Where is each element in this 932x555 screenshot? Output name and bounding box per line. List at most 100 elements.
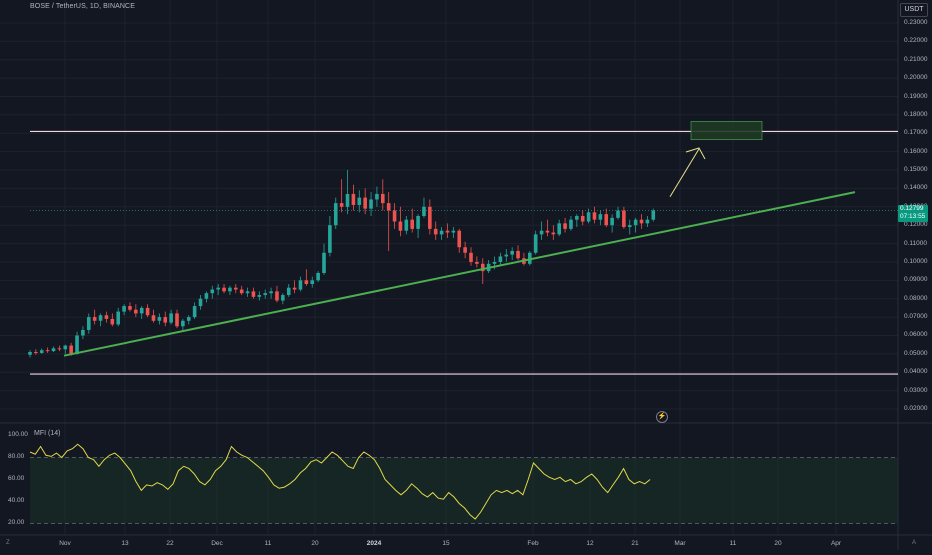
candle	[163, 317, 168, 323]
lightning-icon[interactable]: ⚡	[656, 411, 668, 423]
candle	[192, 306, 197, 318]
mfi-tick-label: 60.00	[8, 475, 25, 483]
candle	[398, 221, 403, 231]
candle	[239, 289, 244, 294]
trendline	[63, 191, 856, 357]
candle	[81, 329, 85, 336]
candle	[451, 230, 456, 233]
price-tick-label: 0.07000	[904, 313, 928, 321]
candle	[463, 247, 467, 253]
candle	[281, 295, 285, 301]
candle	[498, 256, 503, 262]
candle	[110, 318, 115, 325]
candle	[357, 197, 362, 205]
candle	[228, 287, 232, 292]
time-tick-label: 11	[729, 540, 737, 547]
candle	[404, 219, 409, 231]
candle	[469, 252, 473, 262]
candle	[416, 216, 420, 229]
candle	[181, 320, 185, 327]
candle	[616, 210, 620, 218]
time-tick-label: 11	[264, 540, 272, 547]
candle	[198, 298, 203, 307]
candle	[428, 206, 432, 229]
time-tick-label: 21	[631, 540, 639, 547]
auto-scale-button[interactable]: A	[912, 540, 917, 546]
time-tick-label: Feb	[527, 540, 539, 547]
candle	[445, 230, 450, 233]
candle	[186, 317, 191, 321]
candle	[492, 261, 497, 264]
candle	[504, 254, 509, 257]
price-tick-label: 0.05000	[904, 349, 928, 357]
candle	[457, 230, 462, 248]
price-tick-label: 0.22000	[904, 37, 928, 45]
candle	[263, 293, 267, 296]
candle	[433, 228, 438, 235]
candle	[304, 280, 309, 285]
candle	[151, 315, 156, 321]
candle	[510, 250, 514, 255]
price-tick-label: 0.09000	[904, 276, 928, 284]
candle	[563, 223, 567, 229]
candle	[222, 287, 226, 292]
candle	[128, 306, 132, 310]
mfi-line	[29, 443, 651, 520]
candle	[386, 203, 391, 211]
candle	[145, 307, 150, 316]
candle	[439, 230, 444, 235]
arrow-head	[685, 147, 706, 160]
candle	[39, 350, 44, 353]
candle	[569, 219, 573, 229]
candle	[410, 219, 414, 229]
candle	[92, 317, 97, 321]
candle	[204, 293, 209, 299]
candle	[251, 291, 256, 297]
mfi-tick-label: 40.00	[8, 497, 25, 505]
candle	[216, 287, 220, 290]
candle	[539, 230, 544, 235]
candle	[169, 313, 173, 323]
candle	[75, 335, 79, 354]
candle	[622, 210, 626, 228]
candle	[345, 193, 350, 207]
candle	[257, 295, 262, 297]
price-tick-label: 0.17000	[904, 129, 928, 137]
candle	[651, 210, 656, 220]
candle	[604, 214, 609, 226]
candle	[633, 219, 638, 226]
time-tick-label: Apr	[830, 540, 842, 547]
candle	[557, 223, 561, 235]
candle	[422, 206, 426, 216]
time-tick-label: 20	[774, 540, 782, 547]
candle	[286, 287, 291, 296]
candle	[475, 261, 479, 264]
candle	[139, 307, 144, 314]
zoom-z-button[interactable]: Z	[6, 540, 10, 546]
candle	[210, 289, 215, 294]
candle	[275, 291, 279, 301]
candle	[592, 212, 597, 220]
price-tick-label: 0.15000	[904, 166, 928, 174]
candle	[545, 230, 550, 233]
currency-selector[interactable]: USDT	[900, 3, 928, 17]
mfi-indicator-label[interactable]: MFI (14)	[34, 430, 61, 437]
price-tick-label: 0.02000	[904, 405, 928, 412]
candle	[298, 280, 303, 290]
symbol-title: BOSE / TetherUS, 1D, BINANCE	[30, 3, 135, 10]
price-tick-label: 0.12000	[904, 221, 928, 229]
candle	[116, 311, 120, 325]
price-tick-label: 0.04000	[904, 368, 928, 376]
time-tick-label: 13	[121, 540, 129, 547]
candle	[627, 225, 632, 228]
candle	[28, 352, 32, 355]
candle	[292, 287, 297, 290]
candle	[57, 348, 62, 350]
price-tick-label: 0.19000	[904, 92, 928, 100]
candle	[122, 306, 126, 312]
candle	[639, 219, 644, 224]
candle	[157, 317, 162, 321]
candle	[645, 219, 650, 224]
